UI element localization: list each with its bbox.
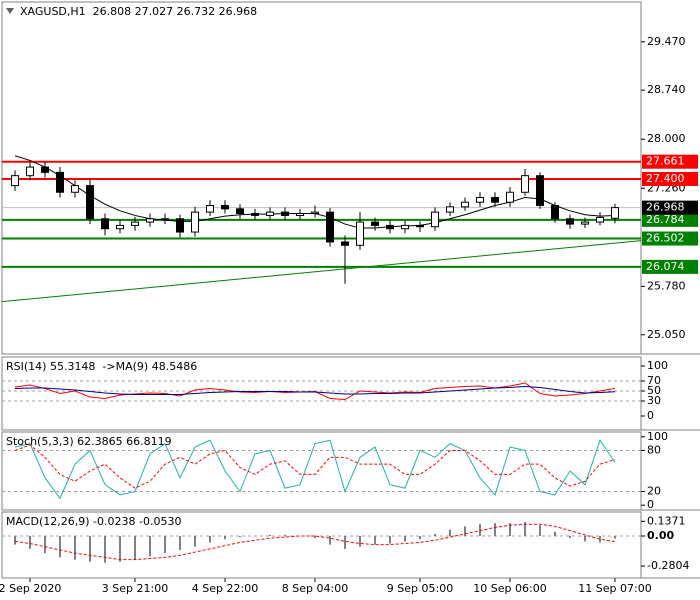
level-price-label: 27.661: [646, 155, 685, 168]
x-tick-label: 8 Sep 04:00: [282, 582, 348, 595]
candle-body: [176, 218, 184, 233]
candle-body: [26, 166, 34, 177]
candle-body: [296, 212, 304, 216]
candle-body: [521, 175, 529, 193]
panel-title: MACD(12,26,9) -0.0238 -0.0530: [6, 515, 181, 528]
panel-title: Stoch(5,3,3) 62.3865 66.8119: [6, 435, 172, 448]
indicator-line: [14, 385, 616, 395]
candle-body: [386, 224, 394, 230]
candle-body: [311, 211, 319, 214]
candle-body: [446, 206, 454, 213]
candle-body: [356, 221, 364, 246]
panel-frame: [1, 511, 642, 579]
y-tick-label: 50: [647, 384, 661, 397]
level-price-box: [642, 212, 698, 227]
candle-body: [86, 185, 94, 220]
candle-body: [476, 197, 484, 203]
indicator-line: [14, 444, 616, 489]
candle-body: [596, 216, 604, 223]
candle-body: [41, 166, 49, 173]
level-price-box: [642, 259, 698, 274]
level-price-box: [642, 231, 698, 246]
y-tick-label: -0.2804: [647, 559, 689, 572]
x-tick-label: 9 Sep 05:00: [387, 582, 453, 595]
candle-body: [416, 224, 424, 228]
candle-body: [341, 241, 349, 246]
candle-body: [251, 212, 259, 216]
y-tick-label: 20: [647, 485, 661, 498]
candle-body: [11, 175, 19, 187]
y-tick-label: 25.050: [647, 328, 686, 341]
x-tick-label: 4 Sep 22:00: [192, 582, 258, 595]
x-tick-label: 3 Sep 21:00: [102, 582, 168, 595]
x-tick-label: 10 Sep 06:00: [473, 582, 546, 595]
panel-title: XAGUSD,H1 26.808 27.027 26.732 26.968: [20, 5, 257, 18]
candle-body: [161, 218, 169, 221]
x-tick-label: 2 Sep 2020: [0, 582, 61, 595]
candle-body: [281, 211, 289, 216]
panel-title: RSI(14) 55.3148 ->MA(9) 48.5486: [6, 360, 197, 373]
y-tick-label: 0: [647, 409, 654, 422]
y-tick-label: 28.000: [647, 132, 686, 145]
candle-body: [371, 221, 379, 226]
y-tick-label: 80: [647, 443, 661, 456]
panel-frame: [1, 356, 642, 431]
level-price-label: 26.784: [646, 213, 685, 226]
candle-body: [146, 218, 154, 223]
indicator-line: [14, 439, 616, 500]
candle-body: [221, 205, 229, 210]
candle-body: [191, 211, 199, 233]
y-tick-label: 30: [647, 394, 661, 407]
candle-body: [401, 224, 409, 230]
y-tick-label: 0.1371: [647, 514, 686, 527]
candle-body: [611, 207, 619, 219]
candle-body: [461, 201, 469, 208]
level-price-box: [642, 171, 698, 186]
candle-body: [56, 171, 64, 193]
candle-body: [131, 221, 139, 226]
candle-body: [566, 218, 574, 225]
indicator-line: [14, 523, 616, 561]
panel-frame: [1, 431, 642, 511]
current-price-box: [642, 200, 698, 215]
candle-body: [536, 175, 544, 207]
candle-body: [326, 211, 334, 243]
candle-body: [266, 211, 274, 216]
y-tick-label: 70: [647, 374, 661, 387]
candle-body: [506, 191, 514, 203]
level-price-label: 26.074: [646, 260, 685, 273]
y-tick-label: 100: [647, 430, 668, 443]
candle-body: [116, 224, 124, 230]
y-tick-label: 0.00: [647, 529, 674, 542]
title-icon: [6, 8, 14, 14]
level-price-box: [642, 154, 698, 169]
y-tick-label: 29.470: [647, 35, 686, 48]
candle-body: [491, 197, 499, 203]
candle-body: [71, 185, 79, 193]
candle-body: [101, 218, 109, 230]
candle-body: [431, 211, 439, 228]
trendline: [1, 240, 642, 303]
candle-body: [236, 208, 244, 214]
candle-body: [581, 221, 589, 225]
x-tick-label: 11 Sep 07:00: [578, 582, 651, 595]
level-price-label: 26.502: [646, 232, 685, 245]
y-tick-label: 28.740: [647, 83, 686, 96]
candle-body: [551, 205, 559, 220]
y-tick-label: 0: [647, 498, 654, 511]
level-price-label: 27.400: [646, 172, 685, 185]
y-tick-label: 100: [647, 359, 668, 372]
candle-body: [206, 205, 214, 213]
current-price-label: 26.968: [646, 201, 685, 214]
y-tick-label: 25.780: [647, 279, 686, 292]
